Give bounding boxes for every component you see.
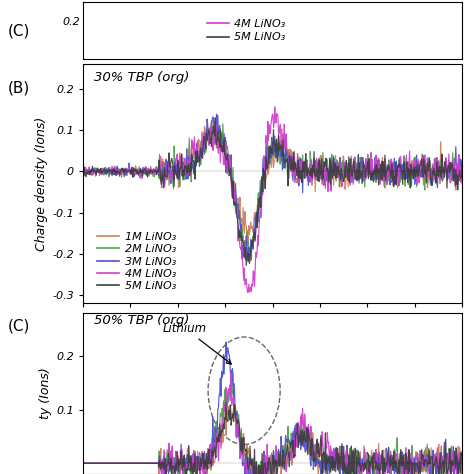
Y-axis label: Charge density (Ions): Charge density (Ions) <box>35 117 48 251</box>
Text: 0.2: 0.2 <box>63 17 81 27</box>
Text: (C): (C) <box>8 23 30 38</box>
Legend: 1M LiNO₃, 2M LiNO₃, 3M LiNO₃, 4M LiNO₃, 5M LiNO₃: 1M LiNO₃, 2M LiNO₃, 3M LiNO₃, 4M LiNO₃, … <box>92 228 180 295</box>
Text: (B): (B) <box>8 81 30 95</box>
Text: (C): (C) <box>8 318 30 333</box>
Legend: 4M LiNO₃, 5M LiNO₃: 4M LiNO₃, 5M LiNO₃ <box>202 15 290 47</box>
Text: 30% TBP (org): 30% TBP (org) <box>94 71 190 84</box>
Text: 50% TBP (org): 50% TBP (org) <box>94 314 190 328</box>
Y-axis label: ty (Ions): ty (Ions) <box>39 367 52 419</box>
Text: Lithium: Lithium <box>163 322 231 364</box>
